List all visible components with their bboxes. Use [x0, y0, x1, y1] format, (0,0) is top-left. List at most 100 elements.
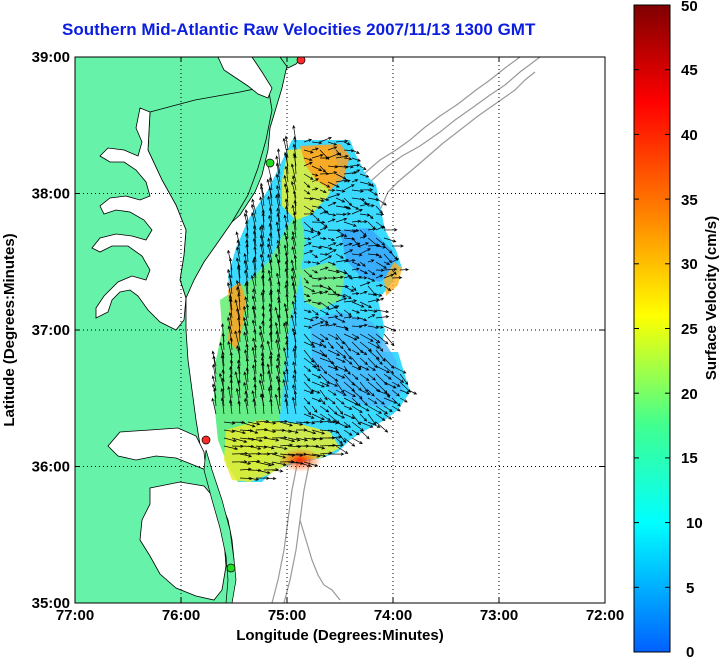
velocity-vector	[375, 226, 385, 231]
velocity-vector	[351, 437, 363, 444]
velocity-vector	[292, 190, 297, 207]
velocity-vector	[303, 212, 314, 216]
velocity-vector	[319, 309, 330, 315]
velocity-vector	[375, 237, 386, 246]
velocity-vector	[351, 163, 361, 167]
velocity-vector	[319, 266, 329, 271]
velocity-vector	[335, 317, 346, 323]
velocity-vector	[343, 333, 358, 341]
velocity-vector	[291, 267, 297, 287]
velocity-vector	[367, 357, 378, 369]
velocity-vector	[327, 237, 335, 242]
velocity-vector	[303, 229, 315, 234]
velocity-vector	[236, 265, 241, 287]
velocity-vector	[243, 305, 249, 327]
velocity-vector	[283, 174, 289, 191]
velocity-vector	[407, 389, 418, 395]
velocity-vector	[250, 274, 257, 295]
x-tick-label: 77:00	[56, 607, 94, 624]
velocity-vector	[391, 258, 400, 263]
velocity-vector	[375, 349, 386, 362]
velocity-vector	[311, 397, 322, 403]
velocity-vector	[267, 195, 273, 215]
velocity-vector	[213, 387, 217, 407]
velocity-vector	[311, 229, 321, 234]
velocity-vector	[303, 293, 311, 297]
velocity-vector	[284, 135, 289, 151]
velocity-vector	[367, 413, 377, 426]
velocity-vector	[367, 373, 376, 381]
velocity-vector	[311, 290, 323, 295]
delaware-bay	[217, 57, 273, 99]
velocity-vector	[383, 389, 390, 399]
velocity-vector	[284, 235, 289, 255]
velocity-vector	[335, 293, 346, 298]
velocity-vector	[311, 445, 326, 450]
velocity-vector	[327, 261, 336, 266]
velocity-vector	[343, 437, 356, 447]
velocity-vector	[383, 397, 398, 404]
velocity-vector	[343, 325, 349, 332]
station-marker	[265, 158, 275, 168]
outer-banks	[203, 449, 237, 603]
velocity-vector	[391, 381, 401, 387]
velocity-region-orange-edge	[384, 262, 402, 296]
velocity-vector	[351, 413, 362, 426]
velocity-vector	[263, 451, 279, 456]
velocity-vector	[284, 268, 289, 287]
velocity-vector	[291, 282, 297, 303]
velocity-vector	[303, 277, 309, 284]
velocity-vector	[351, 261, 361, 266]
velocity-vector	[303, 157, 313, 162]
velocity-vector	[327, 171, 338, 175]
velocity-vector	[291, 231, 297, 247]
x-tick-label: 75:00	[268, 607, 306, 624]
velocity-vector	[327, 452, 345, 456]
velocity-vector	[303, 181, 311, 188]
velocity-vector	[399, 373, 409, 386]
velocity-vector	[359, 261, 366, 267]
velocity-vector	[319, 290, 329, 295]
velocity-region-green-west	[214, 210, 305, 482]
velocity-vector	[263, 429, 277, 434]
velocity-vector	[367, 397, 378, 404]
x-tick-label: 74:00	[374, 607, 412, 624]
velocity-vector	[391, 373, 405, 383]
velocity-vector	[319, 443, 337, 448]
colorbar-tick-label: 50	[681, 0, 698, 15]
velocity-vector	[311, 178, 320, 183]
velocity-vector	[359, 248, 371, 255]
velocity-vector	[351, 309, 361, 314]
velocity-vector	[303, 197, 314, 201]
velocity-vector	[327, 365, 339, 371]
velocity-vector	[319, 397, 326, 405]
velocity-vector	[359, 220, 368, 224]
velocity-vector	[247, 437, 263, 443]
velocity-vector	[261, 288, 266, 303]
velocity-vector	[375, 293, 383, 297]
velocity-vector	[244, 390, 249, 407]
velocity-vector	[229, 351, 233, 367]
velocity-vector	[343, 389, 356, 397]
velocity-vector	[284, 320, 289, 335]
velocity-vector	[293, 154, 297, 175]
colorbar-tick-label: 0	[686, 644, 694, 659]
velocity-vector	[271, 419, 289, 424]
velocity-vector	[359, 349, 368, 356]
velocity-vector	[367, 341, 380, 349]
velocity-vector	[231, 437, 248, 443]
velocity-vector	[375, 253, 383, 259]
velocity-vector	[284, 251, 289, 271]
velocity-vector	[251, 295, 257, 311]
velocity-vector	[311, 147, 319, 151]
velocity-vector	[287, 437, 301, 442]
velocity-vector	[245, 232, 249, 247]
velocity-vector	[311, 165, 323, 171]
velocity-vector	[367, 325, 380, 329]
velocity-vector	[284, 223, 289, 239]
velocity-vector	[351, 301, 365, 308]
velocity-vector	[335, 173, 347, 180]
velocity-vector	[274, 321, 281, 343]
velocity-vector	[375, 268, 385, 272]
